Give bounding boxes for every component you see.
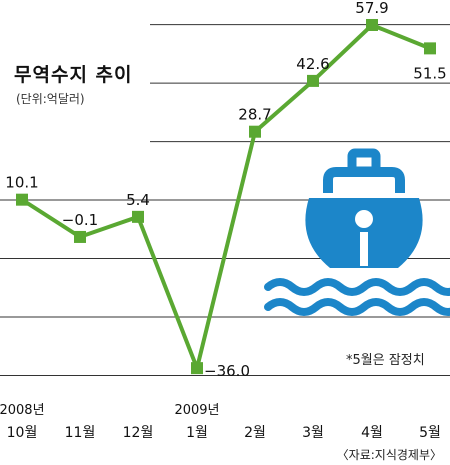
data-label: 42.6 xyxy=(296,55,329,73)
ship-on-water-icon xyxy=(264,148,450,316)
series-line-path xyxy=(20,23,431,371)
data-point xyxy=(132,210,144,223)
x-tick-year: 2008년 xyxy=(0,403,45,418)
series-line xyxy=(20,23,431,371)
x-tick-label: 10월 xyxy=(7,425,38,441)
data-label: 51.5 xyxy=(413,64,446,82)
x-tick-label: 12월 xyxy=(123,425,154,441)
chart-title: 무역수지 추이 xyxy=(14,64,133,86)
data-label: 5.4 xyxy=(126,191,150,209)
x-tick-label: 11월 xyxy=(65,425,96,441)
data-label: 10.1 xyxy=(5,174,38,192)
x-tick-label: 5월 xyxy=(419,425,441,441)
data-point xyxy=(249,125,261,138)
x-tick-label: 4월 xyxy=(361,425,383,441)
data-markers xyxy=(16,18,436,375)
data-point xyxy=(16,193,28,206)
data-labels: 10.1 −0.1 5.4 −36.0 28.7 42.6 57.9 51.5 xyxy=(5,0,446,380)
data-label: −0.1 xyxy=(62,211,98,229)
data-point xyxy=(74,230,86,243)
x-tick-label: 3월 xyxy=(302,425,324,441)
x-tick-label: 1월 xyxy=(186,425,208,441)
source-note: 〈자료:지식경제부〉 xyxy=(336,448,442,462)
data-point xyxy=(366,18,378,31)
data-label: −36.0 xyxy=(204,362,250,380)
footnote: *5월은 잠정치 xyxy=(346,353,425,368)
unit-label: (단위:억달러) xyxy=(16,92,85,106)
data-point xyxy=(424,42,436,55)
data-point xyxy=(191,362,203,375)
data-label: 57.9 xyxy=(355,0,388,17)
data-point xyxy=(307,74,319,87)
x-axis-labels: 2008년 10월 11월 12월 2009년 1월 2월 3월 4월 5월 xyxy=(0,403,441,441)
data-label: 28.7 xyxy=(238,106,271,124)
x-tick-year: 2009년 xyxy=(174,403,219,418)
x-tick-label: 2월 xyxy=(244,425,266,441)
